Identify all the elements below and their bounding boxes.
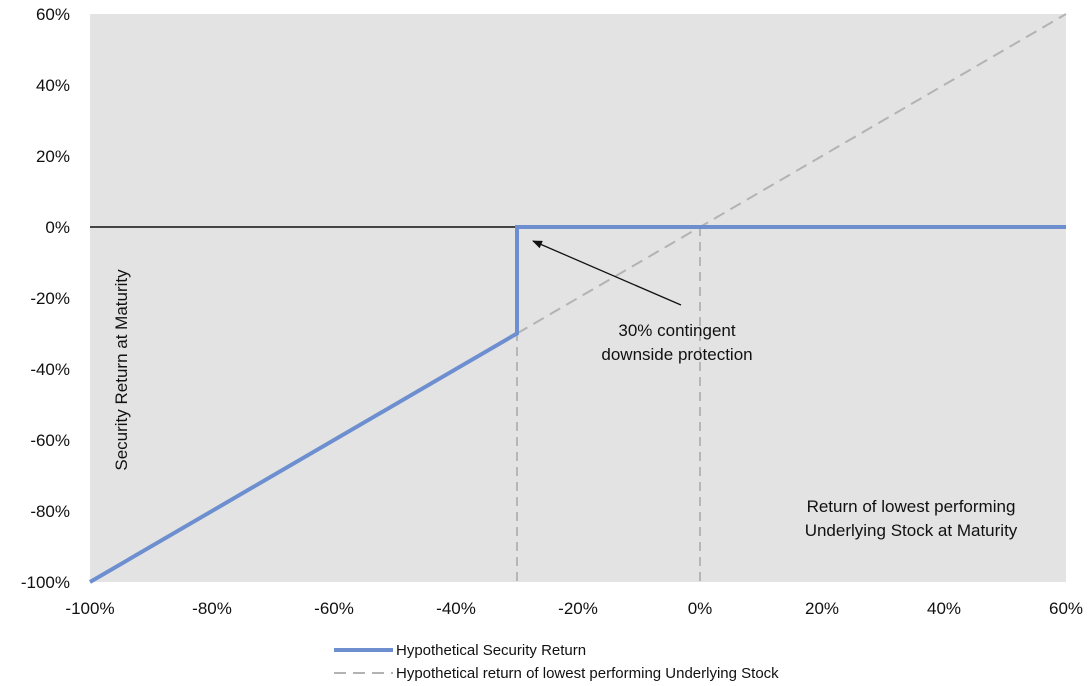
x-tick-label: 60% <box>1049 599 1083 618</box>
y-tick-label: -80% <box>30 502 70 521</box>
x-tick-label: 0% <box>688 599 713 618</box>
y-tick-label: 20% <box>36 147 70 166</box>
y-tick-label: -100% <box>21 573 70 592</box>
x-axis-label-line: Return of lowest performing <box>807 497 1016 516</box>
y-tick-label: 40% <box>36 76 70 95</box>
legend-label-underlying-return: Hypothetical return of lowest performing… <box>396 665 779 682</box>
x-tick-label: -20% <box>558 599 598 618</box>
y-tick-label: -20% <box>30 289 70 308</box>
protection-annotation-line: downside protection <box>601 345 752 364</box>
underlying-stock-return-line <box>89 13 1067 583</box>
x-tick-label: -80% <box>192 599 232 618</box>
protection-annotation-line: 30% contingent <box>618 321 735 340</box>
annotation-arrow <box>532 240 682 306</box>
x-tick-label: -100% <box>65 599 114 618</box>
x-tick-label: -60% <box>314 599 354 618</box>
security-return-line <box>88 225 1066 584</box>
x-tick-label: -40% <box>436 599 476 618</box>
y-tick-label: 60% <box>36 5 70 24</box>
y-tick-label: -40% <box>30 360 70 379</box>
y-tick-label: 0% <box>45 218 70 237</box>
x-tick-label: 20% <box>805 599 839 618</box>
y-axis-label: Security Return at Maturity <box>112 269 131 471</box>
legend-label-security-return: Hypothetical Security Return <box>396 642 586 659</box>
x-tick-label: 40% <box>927 599 961 618</box>
x-axis-label-line: Underlying Stock at Maturity <box>805 521 1018 540</box>
y-tick-label: -60% <box>30 431 70 450</box>
